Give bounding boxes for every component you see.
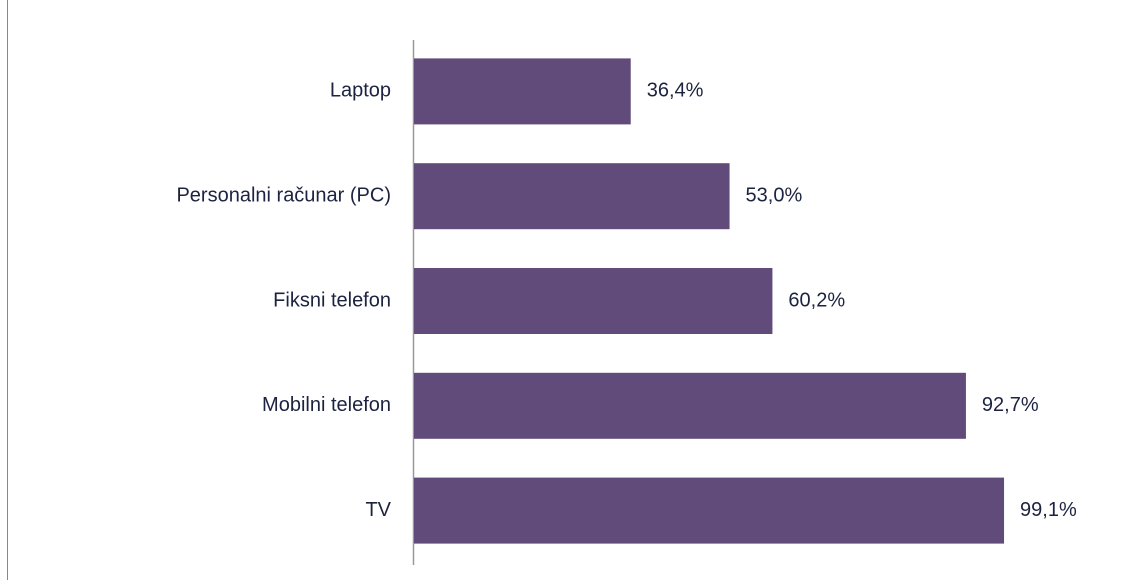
category-label: Personalni računar (PC) — [176, 184, 391, 206]
value-label: 99,1% — [1020, 499, 1077, 521]
bar — [414, 477, 1005, 544]
bar — [414, 268, 773, 334]
value-label: 36,4% — [647, 80, 704, 102]
value-label: 60,2% — [788, 289, 845, 311]
value-label: 53,0% — [746, 184, 803, 206]
value-label: 92,7% — [982, 394, 1039, 416]
bar — [414, 58, 631, 125]
category-label: TV — [365, 499, 391, 521]
category-label: Fiksni telefon — [273, 289, 391, 311]
category-label: Laptop — [330, 80, 391, 102]
bar — [414, 372, 966, 439]
bar — [414, 163, 730, 230]
category-label: Mobilni telefon — [262, 394, 391, 416]
